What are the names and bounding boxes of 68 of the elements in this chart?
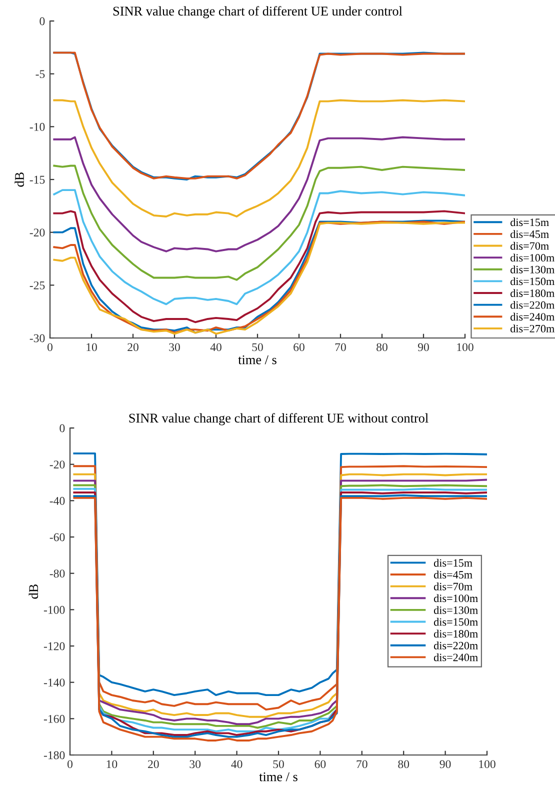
legend-label: dis=70m (434, 582, 472, 590)
y-tick-label: -80 (50, 570, 65, 578)
y-tick-label: -60 (50, 533, 65, 542)
legend-label: dis=240m (510, 312, 554, 321)
legend-label: dis=45m (510, 230, 549, 238)
x-tick-label: 100 (479, 760, 496, 768)
y-tick-label: -100 (44, 606, 65, 614)
legend-label: dis=45m (434, 570, 472, 579)
x-tick-label: 20 (148, 760, 159, 768)
line-series (53, 136, 465, 252)
x-tick-label: 100 (457, 343, 474, 352)
chart-title: SINR value change chart of different UE under control (113, 6, 402, 18)
legend-label: dis=15m (434, 558, 472, 567)
x-tick-label: 60 (294, 343, 304, 352)
x-tick-label: 90 (440, 760, 451, 768)
legend-label: dis=150m (434, 618, 478, 626)
y-tick-label: -180 (44, 751, 65, 760)
x-tick-label: 0 (68, 760, 72, 768)
legend-label: dis=15m (510, 218, 549, 226)
y-tick-label: -10 (30, 122, 45, 131)
x-tick-label: 10 (106, 760, 118, 768)
legend-label: dis=100m (434, 594, 478, 602)
x-tick-label: 20 (128, 343, 138, 352)
y-axis-title: dB (14, 172, 24, 187)
y-tick-label: -20 (30, 228, 45, 237)
x-tick-label: 30 (190, 760, 201, 768)
legend-label: dis=100m (510, 254, 554, 262)
legend-label: dis=220m (510, 300, 554, 309)
x-tick-label: 40 (210, 343, 222, 352)
x-axis-title: time / s (238, 355, 276, 364)
x-tick-label: 60 (314, 760, 326, 768)
x-tick-label: 90 (418, 343, 429, 352)
line-series (53, 164, 465, 281)
y-tick-label: -20 (50, 460, 65, 469)
line-series (53, 99, 465, 218)
y-tick-label: -40 (50, 496, 65, 505)
x-tick-label: 70 (335, 343, 346, 352)
y-tick-label: 0 (60, 424, 65, 432)
x-tick-label: 30 (169, 343, 180, 352)
x-tick-label: 10 (86, 343, 97, 352)
chart-title: SINR value change chart of different UE without control (129, 413, 428, 426)
x-tick-label: 50 (252, 343, 263, 352)
legend-label: dis=70m (510, 242, 549, 250)
line-series (53, 210, 465, 324)
y-tick-label: -160 (44, 714, 65, 723)
y-tick-label: -140 (44, 678, 65, 687)
y-tick-label: -25 (30, 281, 45, 290)
legend-label: dis=180m (434, 630, 478, 638)
y-tick-label: -5 (36, 70, 45, 78)
y-tick-label: -15 (30, 176, 45, 184)
line-series (53, 189, 465, 306)
legend-label: dis=270m (510, 324, 554, 332)
legend-label: dis=130m (434, 606, 478, 614)
legend-label: dis=130m (510, 266, 554, 274)
legend-label: dis=180m (510, 289, 554, 297)
legend-label: dis=150m (510, 277, 554, 286)
x-tick-label: 70 (356, 760, 368, 768)
y-axis-title: dB (28, 584, 38, 599)
x-axis-title: time / s (259, 772, 298, 782)
x-tick-label: 50 (273, 760, 284, 768)
x-tick-label: 80 (398, 760, 410, 768)
x-tick-label: 40 (231, 760, 242, 768)
y-tick-label: -30 (30, 334, 45, 342)
legend-label: dis=220m (434, 642, 478, 650)
y-tick-label: 0 (40, 17, 45, 26)
y-tick-label: -120 (44, 642, 65, 650)
x-tick-label: 80 (376, 343, 388, 352)
legend-label: dis=240m (434, 653, 478, 662)
